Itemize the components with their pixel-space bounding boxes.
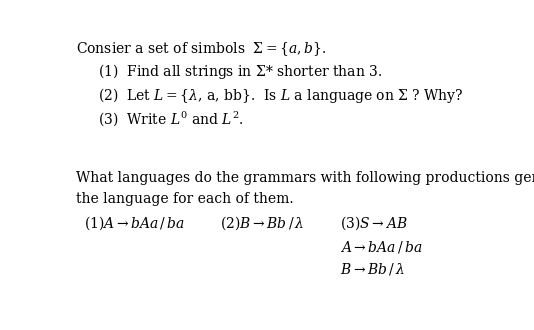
- Text: (2)  Let $L = \{\lambda$, a, bb$\}$.  Is $L$ a language on $\Sigma$ ? Why?: (2) Let $L = \{\lambda$, a, bb$\}$. Is $…: [98, 86, 464, 105]
- Text: (1)  Find all strings in $\Sigma$* shorter than 3.: (1) Find all strings in $\Sigma$* shorte…: [98, 62, 382, 82]
- Text: $(2)B\rightarrow Bb\,/\,\lambda$: $(2)B\rightarrow Bb\,/\,\lambda$: [220, 215, 304, 232]
- Text: Consier a set of simbols  $\Sigma = \{a, b\}.$: Consier a set of simbols $\Sigma = \{a, …: [76, 41, 326, 58]
- Text: $A\rightarrow bAa\,/\,ba$: $A\rightarrow bAa\,/\,ba$: [340, 239, 422, 254]
- Text: What languages do the grammars with following productions generated? Write: What languages do the grammars with foll…: [76, 171, 534, 185]
- Text: the language for each of them.: the language for each of them.: [76, 192, 294, 206]
- Text: $(1)A\rightarrow bAa\,/\,ba$: $(1)A\rightarrow bAa\,/\,ba$: [84, 215, 185, 232]
- Text: (3)  Write $L^0$ and $L^2$.: (3) Write $L^0$ and $L^2$.: [98, 109, 244, 128]
- Text: $B\rightarrow Bb\,/\,\lambda$: $B\rightarrow Bb\,/\,\lambda$: [340, 261, 405, 278]
- Text: $(3)S\rightarrow AB$: $(3)S\rightarrow AB$: [340, 215, 407, 232]
